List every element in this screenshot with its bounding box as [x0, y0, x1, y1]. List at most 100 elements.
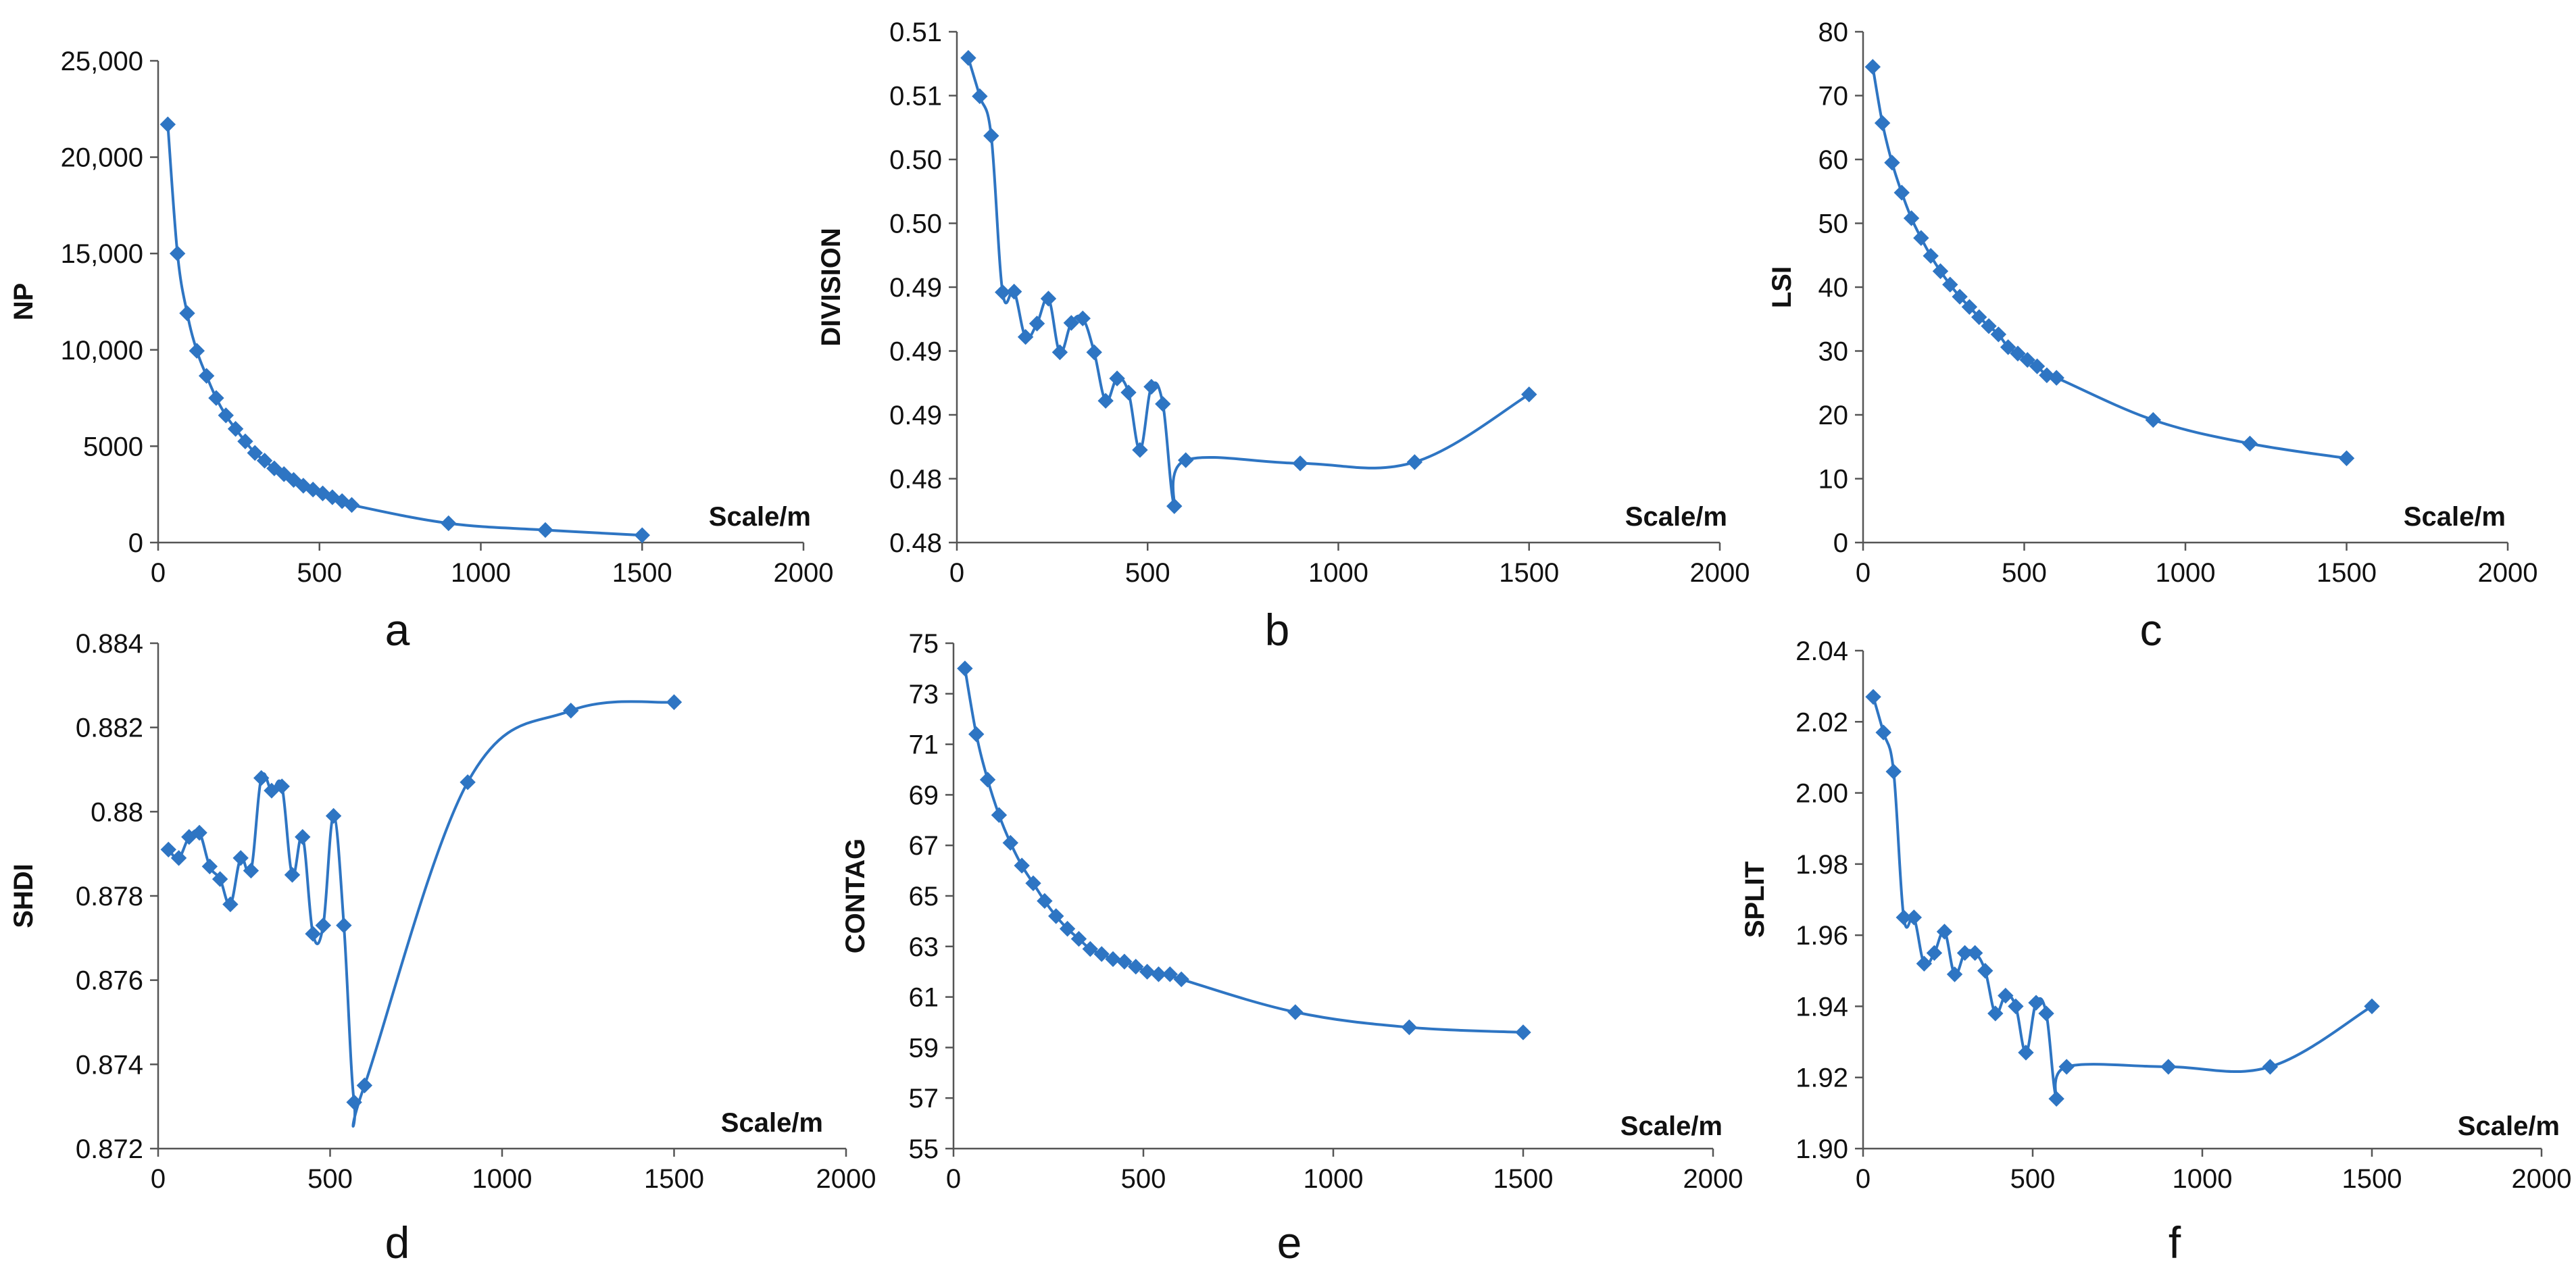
data-point-marker [1946, 966, 1963, 982]
data-point-marker [1132, 442, 1148, 458]
y-tick-label: 0.48 [889, 528, 942, 558]
data-point-marker [1037, 893, 1053, 909]
y-tick-label: 0.50 [889, 209, 942, 239]
y-tick-label: 20 [1818, 401, 1849, 430]
x-tick-label: 500 [1121, 1164, 1166, 1194]
chart-panel-e: 55 57 59 61 63 65 67 69 71 73 75 0 500 1000 1500 2000 CO… [841, 629, 1743, 1268]
data-point-marker [1139, 963, 1156, 980]
data-point-marker [1097, 393, 1114, 409]
data-point-marker [1287, 1004, 1304, 1020]
data-point-marker [1926, 945, 1943, 961]
y-tick-label: 75 [909, 629, 939, 659]
x-tick-label: 0 [151, 1164, 166, 1194]
x-tick-label: 2000 [816, 1164, 876, 1194]
data-point-marker [1006, 283, 1022, 300]
y-tick-label: 0.872 [76, 1134, 143, 1164]
y-tick-label: 50 [1818, 209, 1849, 239]
y-tick-label: 70 [1818, 82, 1849, 111]
data-point-marker [170, 850, 187, 866]
x-axis-title: Scale/m [2404, 502, 2506, 532]
data-point-marker [325, 807, 342, 824]
data-point-marker [1971, 309, 1987, 326]
panel-label: a [385, 605, 410, 655]
x-tick-label: 500 [2002, 558, 2047, 588]
data-point-marker [266, 460, 282, 476]
x-tick-label: 1500 [2317, 558, 2377, 588]
data-point-marker [1292, 455, 1308, 472]
data-point-marker [285, 472, 302, 488]
data-point-marker [1105, 951, 1121, 968]
data-point-marker [2048, 1090, 2064, 1107]
x-tick-label: 500 [307, 1164, 353, 1194]
data-point-marker [2364, 998, 2380, 1015]
data-point-marker [634, 527, 650, 543]
x-tick-label: 1500 [1499, 558, 1559, 588]
y-tick-label: 67 [909, 831, 939, 861]
y-tick-label: 61 [909, 983, 939, 1013]
data-point-marker [1063, 315, 1080, 331]
data-point-marker [1040, 291, 1057, 307]
data-point-marker [1051, 344, 1068, 361]
data-point-marker [1014, 857, 1030, 874]
data-point-marker [284, 867, 301, 883]
panel-label: c [2140, 605, 2162, 655]
x-tick-label: 1000 [451, 558, 511, 588]
data-point-marker [1932, 263, 1949, 280]
data-point-marker [991, 807, 1008, 824]
x-tick-label: 1000 [1304, 1164, 1364, 1194]
data-point-marker [356, 1077, 373, 1094]
y-tick-label: 59 [909, 1033, 939, 1063]
y-tick-label: 0 [128, 528, 143, 558]
data-point-marker [1086, 344, 1102, 361]
data-point-marker [2008, 998, 2024, 1015]
data-point-marker [315, 917, 332, 934]
data-point-marker [212, 871, 228, 887]
data-point-marker [563, 703, 579, 719]
x-tick-label: 0 [151, 558, 166, 588]
data-point-marker [2160, 1059, 2177, 1075]
x-tick-label: 2000 [2512, 1164, 2572, 1194]
y-axis-title: DIVISION [816, 228, 846, 347]
y-tick-label: 1.96 [1795, 921, 1848, 951]
data-point-marker [1903, 210, 1920, 226]
data-point-marker [2019, 352, 2035, 368]
y-tick-label: 71 [909, 730, 939, 760]
chart-panel-d: 0.872 0.874 0.876 0.878 0.88 0.882 0.884 0 500 10… [9, 629, 876, 1268]
data-point-marker [1150, 966, 1167, 982]
y-tick-label: 1.92 [1795, 1063, 1848, 1093]
y-tick-label: 0.51 [889, 82, 942, 111]
data-point-marker [1017, 329, 1034, 345]
data-point-marker [1875, 724, 1891, 741]
y-tick-label: 55 [909, 1134, 939, 1164]
data-point-marker [2241, 435, 2258, 452]
x-tick-label: 500 [2010, 1164, 2056, 1194]
y-tick-label: 0.88 [91, 797, 143, 827]
data-point-marker [957, 660, 973, 677]
data-point-marker [1884, 155, 1900, 171]
data-point-marker [1961, 299, 1978, 316]
y-axis-title: NP [9, 283, 39, 321]
data-point-marker [1952, 289, 1968, 305]
data-point-marker [295, 829, 311, 845]
data-point-marker [2338, 450, 2355, 466]
x-axis-title: Scale/m [1620, 1111, 1723, 1141]
data-point-marker [1865, 688, 1881, 705]
x-tick-label: 500 [1125, 558, 1170, 588]
data-point-marker [159, 116, 176, 132]
y-tick-label: 1.98 [1795, 850, 1848, 880]
y-tick-label: 0.882 [76, 713, 143, 743]
data-point-marker [1162, 966, 1179, 982]
series-line-a [166, 124, 643, 537]
y-tick-label: 10 [1818, 465, 1849, 495]
data-point-marker [1906, 909, 1923, 926]
panel-label: e [1277, 1218, 1302, 1268]
x-axis-title: Scale/m [1625, 502, 1727, 532]
data-point-marker [666, 694, 683, 710]
data-point-marker [995, 284, 1011, 301]
data-point-marker [2029, 358, 2046, 374]
data-point-marker [346, 1094, 362, 1111]
data-point-marker [1093, 946, 1110, 962]
data-point-marker [537, 522, 553, 538]
data-point-marker [1155, 396, 1171, 412]
y-tick-label: 0.51 [889, 18, 942, 47]
